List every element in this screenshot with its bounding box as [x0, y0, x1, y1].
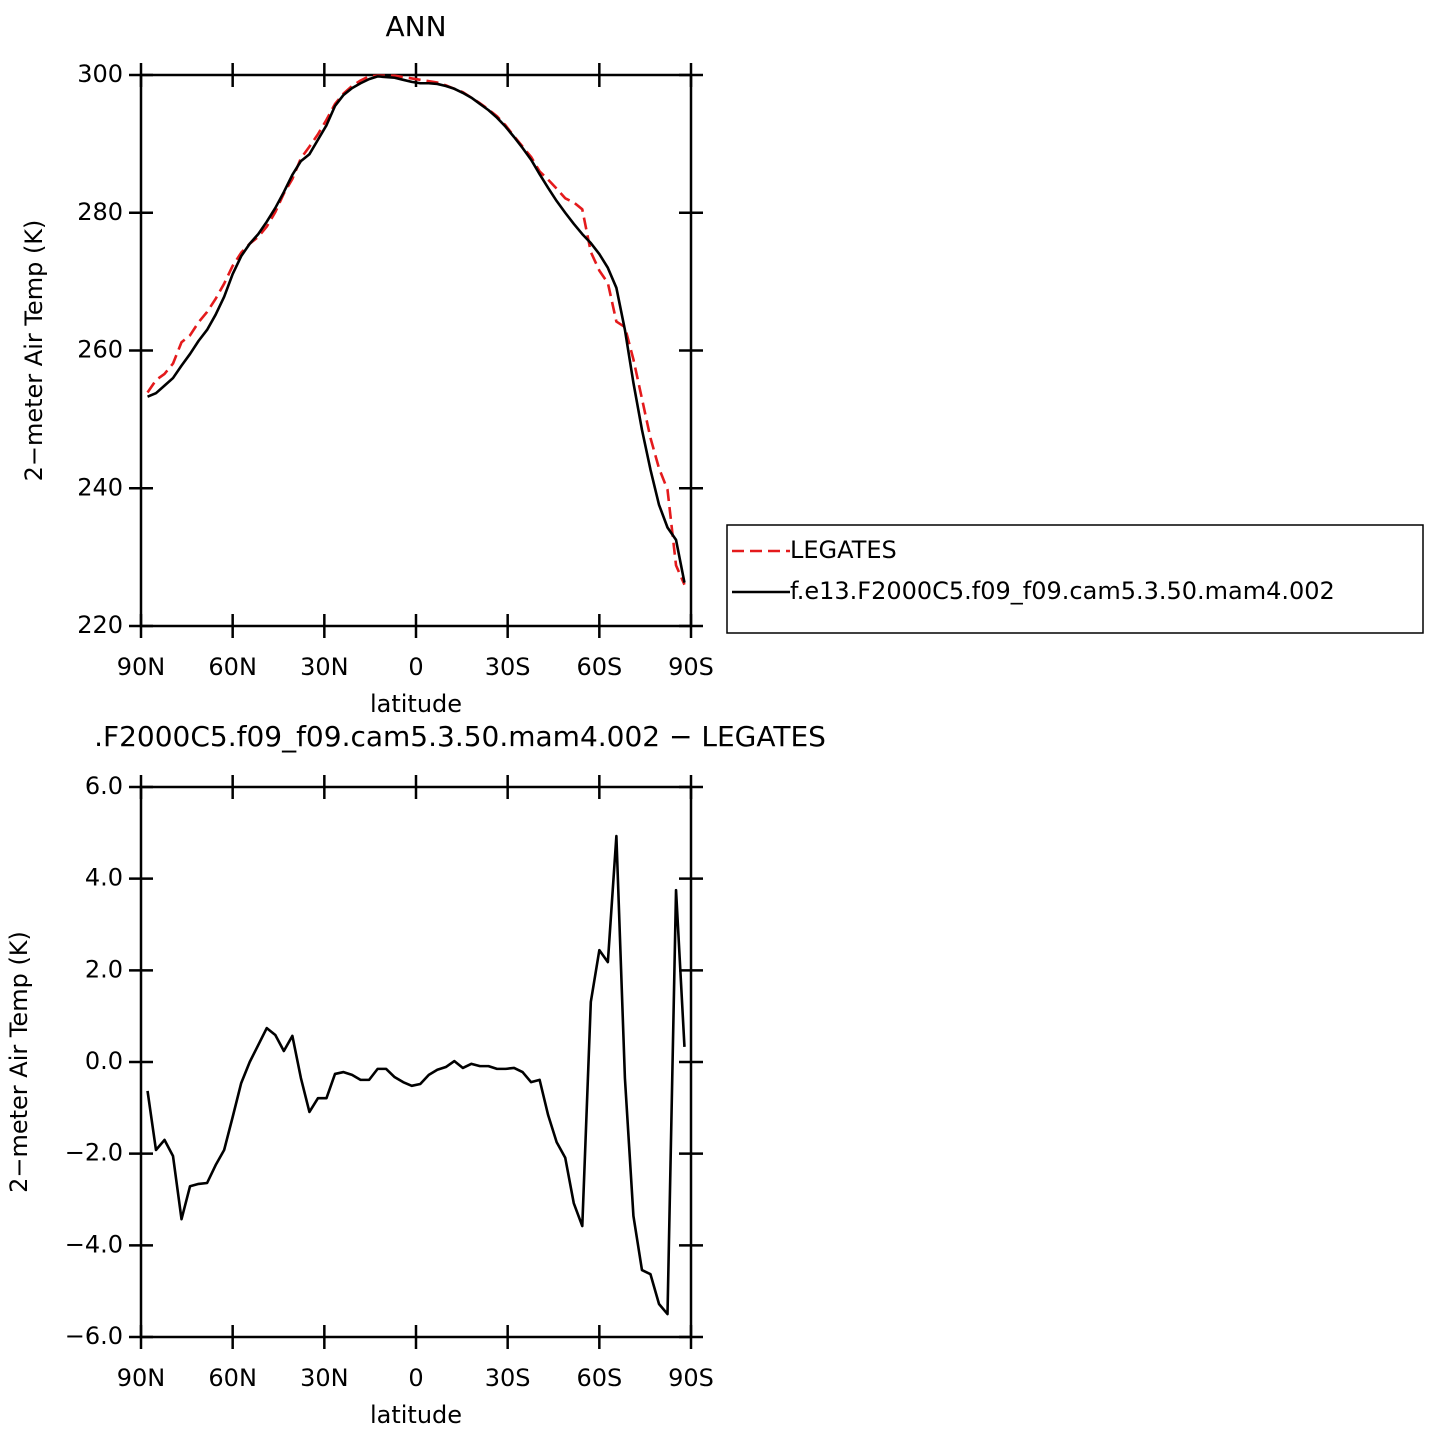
y-axis-label: 2−meter Air Temp (K): [5, 931, 33, 1193]
x-tick-label: 0: [408, 653, 423, 681]
plot-frame: [139, 785, 693, 1339]
legend-box: [726, 524, 1424, 634]
y-tick-label: 220: [77, 611, 123, 639]
y-tick-label: 4.0: [85, 864, 123, 892]
chart-title: ANN: [385, 10, 446, 43]
x-tick-label: 90S: [668, 653, 714, 681]
x-tick-label: 0: [408, 1364, 423, 1392]
data-line: [147, 75, 686, 583]
x-tick-label: 90N: [117, 1364, 166, 1392]
x-tick-label: 60N: [208, 1364, 257, 1392]
y-tick-label: 6.0: [85, 772, 123, 800]
x-tick-label: 30N: [300, 653, 349, 681]
y-tick-label: 300: [77, 60, 123, 88]
y-tick-label: −2.0: [65, 1139, 123, 1167]
y-tick-label: 260: [77, 336, 123, 364]
x-tick-label: 30S: [485, 1364, 531, 1392]
y-tick-label: 280: [77, 198, 123, 226]
plot-frame: [139, 73, 693, 628]
x-tick-label: 30N: [300, 1364, 349, 1392]
x-tick-label: 60S: [576, 1364, 622, 1392]
x-tick-label: 60N: [208, 653, 257, 681]
x-axis-label: latitude: [370, 690, 462, 718]
plot-panel: .F2000C5.f09_f09.cam5.3.50.mam4.002 − LE…: [5, 720, 826, 1429]
data-line: [146, 834, 686, 1316]
plot-panel: ANN 220 240 260 280 300 90N 60N 30N 0 30S 60S 90S lat…: [20, 10, 1424, 718]
legend: LEGATES f.e13.F2000C5.f09_f09.cam5.3.50.m…: [726, 524, 1424, 634]
y-tick-label: −6.0: [65, 1322, 123, 1350]
y-tick-label: 2.0: [85, 955, 123, 983]
chart-title: .F2000C5.f09_f09.cam5.3.50.mam4.002 − LE…: [94, 720, 826, 753]
data-line: [146, 74, 686, 586]
x-tick-label: 30S: [485, 653, 531, 681]
y-tick-label: 0.0: [85, 1047, 123, 1075]
y-axis-label: 2−meter Air Temp (K): [20, 220, 48, 482]
legend-label: LEGATES: [790, 536, 897, 564]
x-axis-label: latitude: [370, 1401, 462, 1429]
legend-label: f.e13.F2000C5.f09_f09.cam5.3.50.mam4.002: [790, 577, 1335, 605]
x-tick-label: 90N: [117, 653, 166, 681]
x-tick-label: 60S: [576, 653, 622, 681]
y-tick-label: −4.0: [65, 1230, 123, 1258]
x-tick-label: 90S: [668, 1364, 714, 1392]
y-tick-label: 240: [77, 473, 123, 501]
